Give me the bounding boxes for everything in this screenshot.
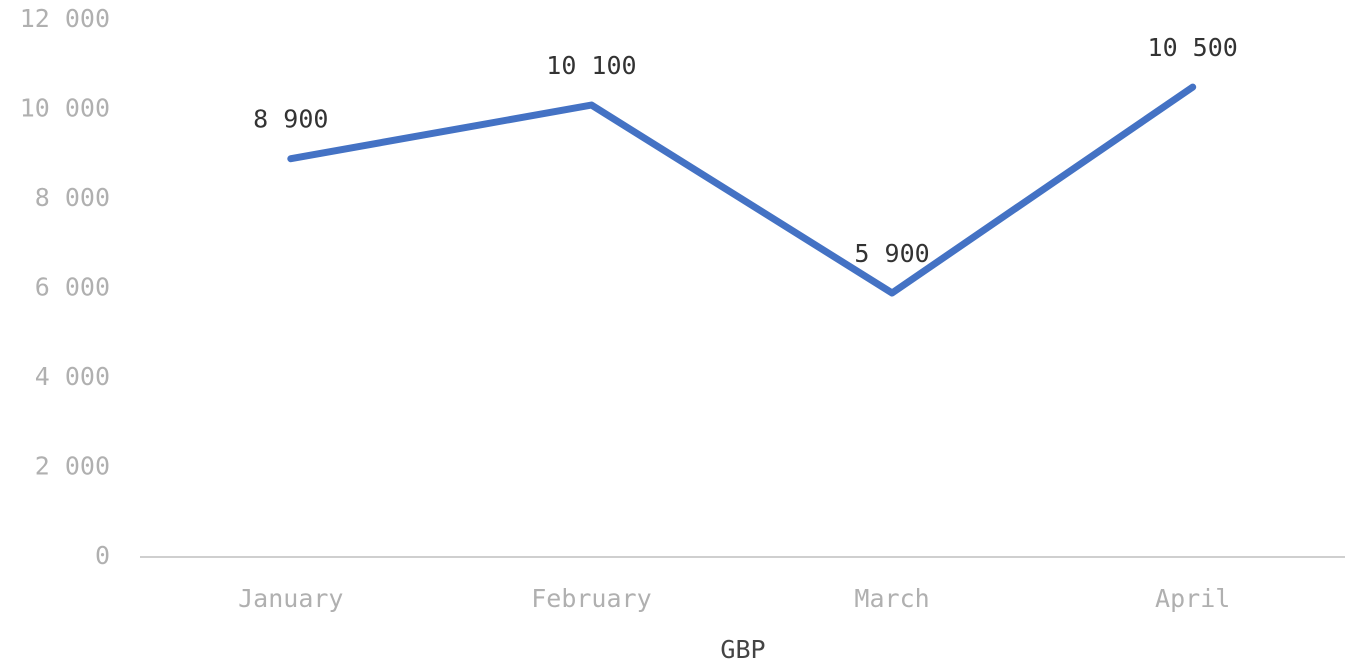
y-tick-label: 8 000 [35, 183, 110, 212]
y-tick-label: 12 000 [20, 4, 110, 33]
data-label: 8 900 [253, 105, 328, 134]
y-tick-label: 6 000 [35, 273, 110, 302]
line [287, 83, 1197, 297]
x-axis-label: GBP [720, 635, 765, 664]
y-tick-label: 10 000 [20, 94, 110, 123]
x-tick-label: February [531, 584, 651, 613]
y-tick-label: 0 [95, 541, 110, 570]
y-tick-label: 4 000 [35, 362, 110, 391]
data-label: 10 500 [1148, 33, 1238, 62]
y-tick-label: 2 000 [35, 452, 110, 481]
x-tick-label: March [854, 584, 929, 613]
data-label: 5 900 [854, 239, 929, 268]
x-tick-label: April [1155, 584, 1230, 613]
data-label: 10 100 [546, 51, 636, 80]
x-tick-label: January [238, 584, 343, 613]
